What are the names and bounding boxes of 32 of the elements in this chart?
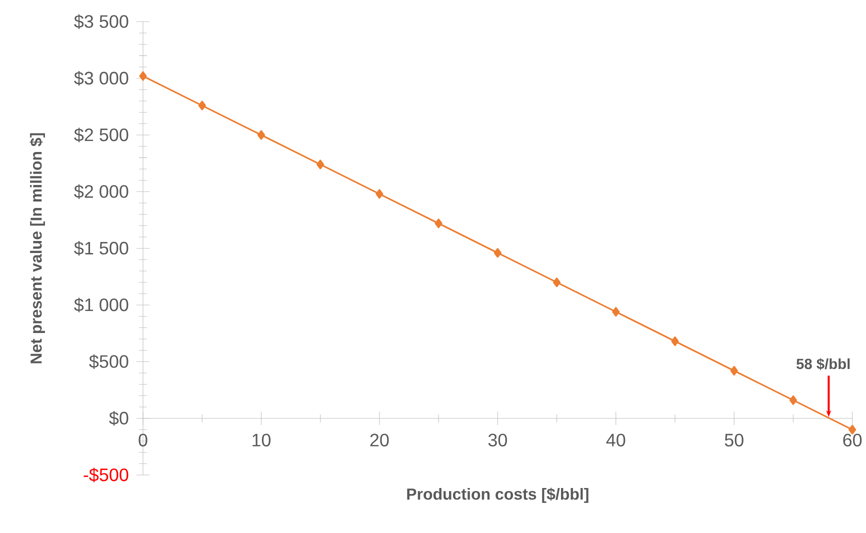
point	[376, 189, 384, 199]
point	[139, 71, 147, 81]
y-axis-title: Net present value [In million $]	[30, 133, 45, 364]
x-tick-label: 0	[138, 434, 148, 446]
point	[848, 424, 856, 434]
x-tick-label: 30	[488, 434, 507, 446]
y-tick-label: $1 000	[74, 298, 128, 312]
point	[494, 248, 502, 258]
y-tick-label: $0	[109, 411, 128, 426]
x-tick-label: 20	[370, 434, 389, 446]
point	[257, 130, 266, 140]
point	[316, 160, 324, 170]
y-tick-label: $2 500	[74, 128, 128, 142]
y-tick-label: $2 000	[74, 184, 128, 199]
point	[434, 218, 442, 228]
x-tick-label: 10	[252, 434, 271, 446]
point	[730, 366, 738, 376]
point	[612, 307, 620, 317]
x-tick-label: 50	[724, 434, 744, 446]
y-tick-label: $3 000	[74, 71, 128, 86]
y-tick-label: $500	[89, 354, 128, 369]
point	[671, 336, 679, 346]
y-tick-label: $1 500	[74, 241, 128, 256]
y-tick-label: -$500	[84, 468, 128, 482]
x-axis-title: Production costs [$/bbl]	[407, 488, 588, 503]
point	[198, 100, 206, 110]
annotation: 58 $/bbl	[796, 358, 850, 370]
x-tick-label: 40	[606, 434, 626, 446]
point	[789, 395, 798, 405]
x-tick-label: 60	[843, 434, 862, 446]
y-tick-label: $3 500	[74, 14, 128, 29]
point	[552, 278, 561, 288]
